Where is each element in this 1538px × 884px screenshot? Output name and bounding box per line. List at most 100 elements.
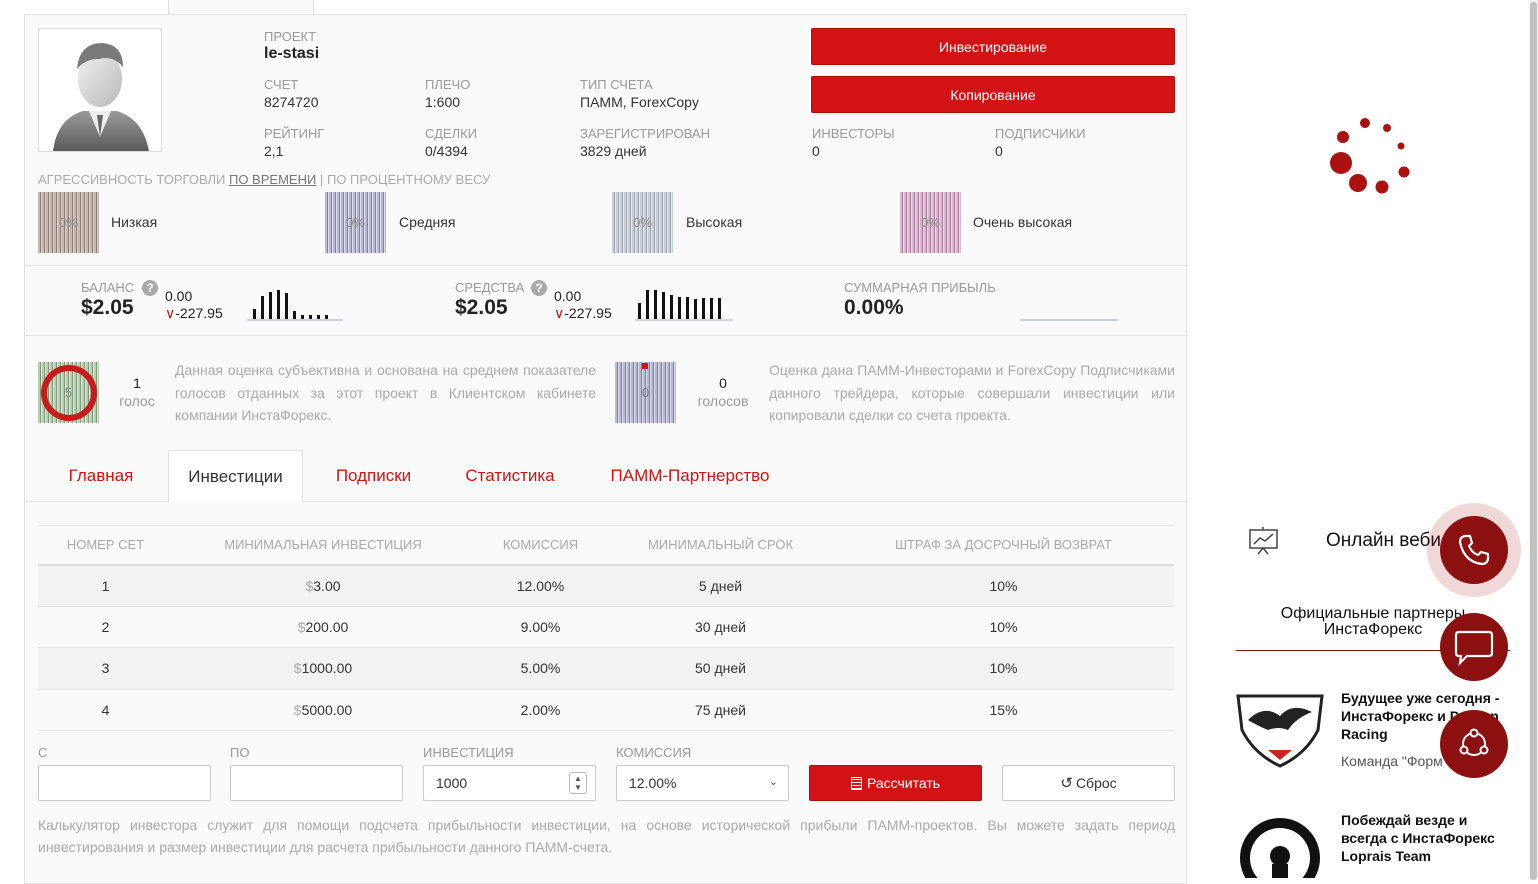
commission-select[interactable]: 12.00% ⌄	[616, 765, 789, 801]
calculator-description: Калькулятор инвестора служит для помощи …	[38, 817, 1175, 855]
balance-label: БАЛАНС	[81, 280, 135, 295]
cell-min-investment: $5000.00	[173, 689, 473, 731]
aggressiveness-very-high-box: 0%	[900, 192, 961, 253]
webinar-title[interactable]: Онлайн веби	[1326, 530, 1442, 551]
funds-down: -227.95	[564, 305, 612, 321]
header-commission: КОМИССИЯ	[473, 525, 608, 566]
cell-min-term: 50 дней	[608, 647, 833, 690]
account-type-value: ПАММ, ForexCopy	[580, 94, 699, 110]
undo-icon: ↺	[1060, 775, 1073, 792]
calculate-button[interactable]: Рассчитать	[809, 765, 982, 801]
dakar-logo-icon[interactable]	[1237, 812, 1323, 878]
tab-investments[interactable]: Инвестиции	[168, 450, 303, 503]
aggressiveness-very-high-label: Очень высокая	[973, 214, 1073, 230]
cell-penalty: 10%	[833, 606, 1174, 648]
cell-penalty: 15%	[833, 689, 1174, 731]
loading-spinner-icon	[1330, 118, 1410, 194]
investment-input[interactable]: 1000 ▲ ▼	[423, 765, 596, 801]
cell-min-term: 30 дней	[608, 606, 833, 648]
table-row: 3 $1000.00 5.00% 50 дней 10%	[38, 647, 1174, 690]
aggressiveness-medium-label: Средняя	[399, 214, 456, 230]
investment-label: ИНВЕСТИЦИЯ	[423, 745, 514, 760]
down-arrow-icon: ∨	[554, 305, 565, 321]
cell-set-number: 3	[38, 647, 173, 690]
partners-title: Официальные партнеры ИнстаФорекс	[1280, 605, 1466, 638]
invest-button[interactable]: Инвестирование	[811, 28, 1175, 65]
header-penalty: ШТРАФ ЗА ДОСРОЧНЫЙ ВОЗВРАТ	[833, 525, 1174, 566]
header-min-term: МИНИМАЛЬНЫЙ СРОК	[608, 525, 833, 566]
calculate-button-label: Рассчитать	[866, 775, 941, 791]
partners-divider	[1236, 650, 1510, 651]
investment-value: 1000	[436, 775, 468, 791]
copy-button[interactable]: Копирование	[811, 76, 1175, 113]
cell-commission: 9.00%	[473, 606, 608, 648]
aggressiveness-low-label: Низкая	[111, 214, 158, 230]
investors-value: 0	[812, 143, 820, 159]
currency-sign: $	[293, 701, 302, 718]
funds-label: СРЕДСТВА	[455, 280, 525, 295]
investor-rating-box: 0	[615, 362, 676, 423]
leverage-label: ПЛЕЧО	[425, 77, 471, 92]
cell-min-amount: 200.00	[305, 618, 349, 635]
help-icon[interactable]: ?	[142, 280, 158, 296]
rating-value: 2,1	[264, 143, 284, 159]
date-to-label: ПО	[230, 745, 250, 760]
investor-vote-count: 0	[719, 375, 727, 391]
cell-set-number: 1	[38, 564, 173, 607]
top-tab-fragment	[168, 0, 314, 16]
reset-button[interactable]: ↺ Сброс	[1002, 765, 1175, 801]
client-vote-count: 1	[133, 375, 141, 391]
scrollbar-thumb[interactable]	[1530, 2, 1537, 880]
by-time-link[interactable]: ПО ВРЕМЕНИ	[228, 172, 317, 187]
account-type-label: ТИП СЧЕТА	[580, 77, 653, 92]
tab-bar: Главная Инвестиции Подписки Статистика П…	[25, 450, 1188, 503]
tab-main[interactable]: Главная	[68, 466, 134, 485]
divider	[25, 265, 1188, 266]
cell-min-amount: 5000.00	[301, 701, 353, 718]
table-header-row: НОМЕР СЕТ МИНИМАЛЬНАЯ ИНВЕСТИЦИЯ КОМИССИ…	[38, 525, 1174, 566]
news-title[interactable]: Побеждай везде и всегда с ИнстаФорекс Lo…	[1341, 812, 1495, 864]
user-avatar-icon	[53, 43, 149, 151]
down-arrow-icon: ∨	[165, 305, 176, 321]
share-button[interactable]	[1440, 710, 1508, 778]
account-value: 8274720	[264, 94, 319, 110]
balance-down: -227.95	[175, 305, 223, 321]
tab-statistics[interactable]: Статистика	[465, 466, 555, 485]
funds-down-row: ∨-227.95	[554, 305, 612, 322]
project-name: le-stasi	[264, 45, 320, 62]
news-subtitle: Команда "Форм	[1341, 753, 1443, 769]
stepper-arrows-icon[interactable]: ▲ ▼	[569, 772, 587, 794]
currency-sign: $	[297, 618, 306, 635]
investor-vote-unit: голосов	[697, 393, 749, 409]
investors-label: ИНВЕСТОРЫ	[812, 126, 895, 141]
aggressiveness-high-box: 0%	[612, 192, 673, 253]
chat-button[interactable]	[1440, 613, 1508, 681]
aggressiveness-title: АГРЕССИВНОСТЬ ТОРГОВЛИ	[38, 172, 226, 187]
tab-subscriptions[interactable]: Подписки	[335, 466, 412, 485]
balance-sparkline	[247, 290, 343, 321]
date-to-input[interactable]	[230, 765, 403, 801]
cell-commission: 5.00%	[473, 647, 608, 690]
commission-label: КОМИССИЯ	[616, 745, 692, 760]
aggressiveness-low-box: 0%	[38, 192, 99, 253]
presentation-icon	[1249, 527, 1278, 555]
cell-min-investment: $3.00	[173, 564, 473, 607]
cell-min-investment: $1000.00	[173, 647, 473, 690]
profit-sparkline	[1020, 319, 1118, 321]
table-row: 4 $5000.00 2.00% 75 дней 15%	[38, 689, 1174, 731]
aggressiveness-header: АГРЕССИВНОСТЬ ТОРГОВЛИ ПО ВРЕМЕНИ | ПО П…	[38, 172, 490, 187]
subscribers-value: 0	[995, 143, 1003, 159]
help-icon[interactable]: ?	[531, 280, 547, 296]
investor-rating-marker	[642, 363, 648, 369]
account-label: СЧЕТ	[264, 77, 299, 92]
funds-sparkline	[635, 290, 733, 321]
dragon-racing-logo-icon[interactable]	[1234, 690, 1326, 770]
cell-set-number: 2	[38, 606, 173, 648]
date-from-input[interactable]	[38, 765, 211, 801]
by-weight-link[interactable]: ПО ПРОЦЕНТНОМУ ВЕСУ	[326, 172, 491, 187]
tab-pamm-partnership[interactable]: ПАММ-Партнерство	[610, 466, 770, 485]
reset-button-label: Сброс	[1075, 775, 1117, 791]
scrollbar-track[interactable]	[1529, 0, 1538, 880]
cell-penalty: 10%	[833, 564, 1174, 607]
call-button[interactable]	[1440, 516, 1508, 584]
